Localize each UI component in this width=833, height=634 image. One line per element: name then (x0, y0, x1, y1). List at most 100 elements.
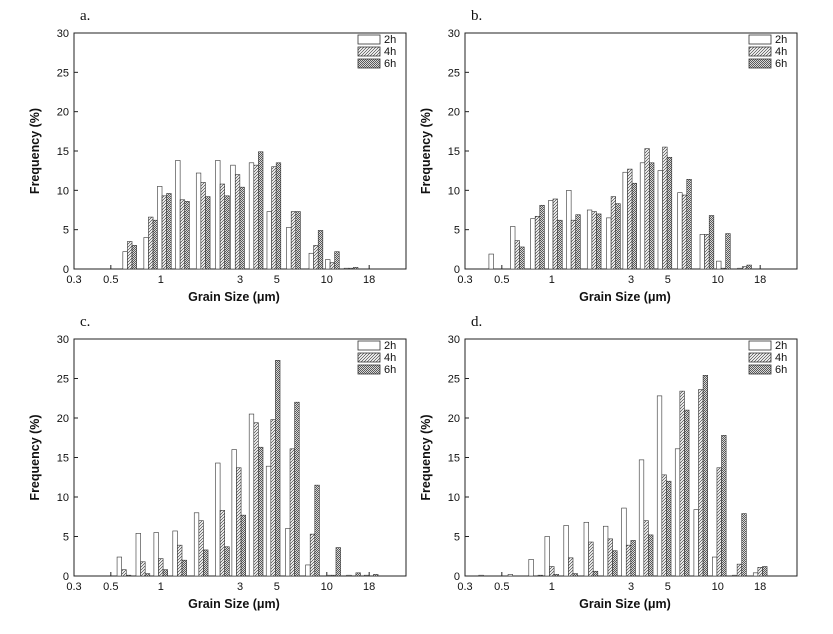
bar-6h-bin-7 (239, 186, 245, 270)
bar-4h-bin-9 (643, 520, 649, 577)
bar-4h-bin-5 (200, 182, 206, 270)
legend-swatch-2h (357, 34, 381, 45)
legend-label-6h: 6h (775, 58, 787, 70)
legend-label-6h: 6h (384, 364, 396, 376)
x-tick-label: 18 (363, 581, 375, 593)
bar-4h-bin-6 (591, 211, 597, 270)
bar-2h-bin-12 (693, 509, 699, 577)
y-tick-label: 0 (454, 264, 460, 276)
y-tick-label: 25 (57, 67, 69, 79)
bar-6h-bin-13 (721, 435, 727, 577)
bar-6h-bin-12 (335, 547, 341, 577)
y-axis-title: Frequency (%) (419, 414, 433, 500)
bar-6h-bin-2 (144, 573, 151, 577)
y-tick-label: 5 (454, 225, 460, 237)
bar-2h-bin-13 (716, 260, 722, 270)
legend-swatch-2h (748, 34, 772, 45)
x-tick-label: 0.3 (457, 581, 472, 593)
bar-6h-bin-2 (152, 219, 158, 270)
y-tick-label: 20 (448, 107, 460, 119)
x-tick-label: 0.5 (494, 274, 509, 286)
bar-6h-bin-5 (575, 214, 581, 270)
bar-6h-bin-13 (355, 572, 361, 577)
bar-4h-bin-10 (662, 146, 668, 270)
y-tick-label: 5 (63, 225, 69, 237)
bar-4h-bin-11 (679, 390, 685, 577)
bar-2h-bin-11 (674, 448, 681, 577)
legend-swatch-2h (748, 340, 772, 351)
bar-2h-bin-7 (603, 525, 609, 577)
bar-6h-bin-1 (125, 574, 132, 577)
bar-6h-bin-7 (612, 550, 618, 577)
bar-4h-bin-8 (253, 164, 259, 270)
panel-label: d. (471, 314, 482, 330)
x-tick-label: 0.5 (103, 274, 118, 286)
x-tick-label: 1 (158, 581, 164, 593)
bar-6h-bin-9 (275, 360, 281, 577)
bar-6h-bin-10 (295, 211, 301, 270)
legend-label-2h: 2h (384, 34, 396, 46)
bar-2h-bin-9 (639, 162, 646, 270)
y-axis-title: Frequency (%) (28, 414, 42, 500)
y-axis-title: Frequency (%) (28, 108, 42, 194)
bar-2h-bin-4 (172, 530, 178, 577)
bar-4h-bin-11 (681, 194, 688, 270)
bar-4h-bin-11 (309, 533, 316, 577)
y-tick-label: 5 (63, 532, 69, 544)
bar-6h-bin-5 (572, 573, 578, 577)
x-tick-label: 5 (274, 581, 280, 593)
legend-label-6h: 6h (775, 364, 787, 376)
bar-2h-bin-7 (230, 164, 236, 270)
panel-label: a. (80, 8, 90, 24)
legend-swatch-2h (357, 340, 381, 351)
bar-2h-bin-6 (583, 521, 589, 577)
x-tick-label: 0.3 (66, 274, 81, 286)
bar-4h-bin-2 (514, 240, 520, 270)
bar-4h-bin-5 (570, 219, 577, 270)
legend-swatch-6h (357, 364, 381, 375)
x-tick-label: 0.5 (103, 581, 118, 593)
bar-2h-bin-2 (135, 533, 141, 577)
bar-2h-bin-2 (507, 574, 513, 577)
x-tick-label: 0.3 (457, 274, 472, 286)
bar-4h-bin-10 (661, 474, 667, 577)
bar-4h-bin-2 (148, 216, 154, 270)
bar-2h-bin-5 (566, 190, 572, 270)
bar-6h-bin-2 (519, 246, 525, 270)
bar-2h-bin-12 (326, 574, 332, 577)
bar-6h-bin-5 (203, 549, 209, 577)
bar-6h-bin-12 (708, 215, 715, 270)
legend-swatch-4h (357, 46, 381, 57)
bar-6h-bin-11 (317, 230, 324, 270)
bar-2h-bin-8 (248, 413, 255, 577)
bar-6h-bin-13 (353, 267, 359, 270)
bar-6h-bin-10 (294, 401, 300, 577)
x-axis-title: Grain Size (μm) (579, 290, 671, 304)
x-tick-label: 1 (549, 274, 555, 286)
x-tick-label: 10 (712, 274, 724, 286)
bar-4h-bin-12 (329, 262, 335, 270)
x-tick-label: 3 (237, 581, 243, 593)
bar-6h-bin-11 (684, 409, 690, 577)
x-tick-label: 1 (158, 274, 164, 286)
bar-6h-bin-10 (666, 480, 672, 577)
bar-2h-bin-11 (305, 564, 311, 577)
x-tick-label: 3 (628, 581, 634, 593)
y-tick-label: 15 (448, 453, 460, 465)
bar-4h-bin-3 (534, 215, 541, 270)
bar-2h-bin-4 (544, 536, 550, 577)
x-axis-title: Grain Size (μm) (579, 597, 671, 611)
bar-2h-bin-3 (530, 218, 536, 270)
bar-4h-bin-3 (161, 195, 167, 270)
bar-4h-bin-13 (348, 267, 354, 270)
legend-swatch-6h (748, 364, 772, 375)
bar-4h-bin-7 (234, 174, 241, 270)
bar-2h-bin-9 (265, 465, 272, 577)
bar-6h-bin-8 (631, 182, 637, 270)
legend-label-6h: 6h (384, 58, 396, 70)
legend-label-2h: 2h (775, 340, 787, 352)
y-tick-label: 25 (448, 67, 460, 79)
